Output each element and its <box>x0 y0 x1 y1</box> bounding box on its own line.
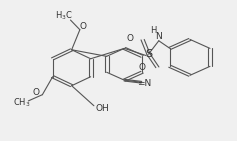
Text: CH$_3$: CH$_3$ <box>13 96 31 109</box>
Text: O: O <box>79 22 87 31</box>
Text: OH: OH <box>95 104 109 113</box>
Text: N: N <box>155 32 162 41</box>
Text: H$_3$C: H$_3$C <box>55 10 73 22</box>
Text: H: H <box>150 26 156 35</box>
Text: =N: =N <box>137 79 151 88</box>
Text: O: O <box>126 34 133 43</box>
Text: S: S <box>145 49 152 59</box>
Text: O: O <box>138 63 146 72</box>
Text: O: O <box>32 88 40 97</box>
